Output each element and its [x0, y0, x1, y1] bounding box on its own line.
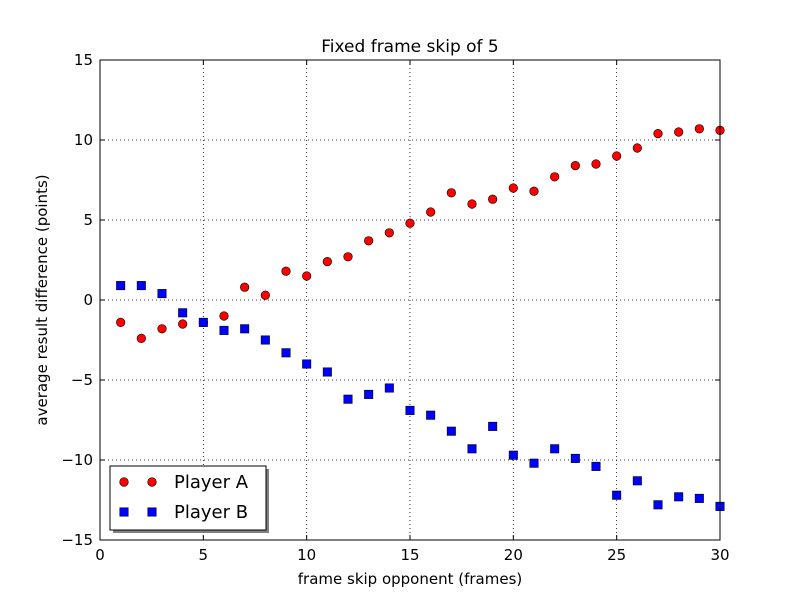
y-tick-label: −10 [61, 451, 93, 469]
player-a-point [508, 183, 518, 193]
legend-label-player-a: Player A [174, 472, 249, 493]
player-a-point [488, 194, 498, 204]
player-a-point [240, 282, 250, 292]
player-a-point [136, 333, 146, 344]
player-b-point [178, 308, 188, 318]
player-b-point [550, 444, 560, 454]
player-b-point [467, 444, 477, 454]
y-tick-label: 0 [83, 291, 93, 309]
player-a-point [591, 159, 601, 169]
player-b-point [281, 348, 291, 358]
player-a-point [116, 317, 126, 328]
player-b-point [674, 492, 684, 502]
y-tick-label: 10 [74, 131, 93, 149]
player-b-point [260, 335, 270, 345]
legend-marker-player-b [119, 507, 129, 517]
player-a-point [322, 257, 332, 267]
player-b-point [343, 394, 353, 404]
player-a-point [384, 228, 394, 238]
player-b-point [198, 317, 208, 327]
x-tick-label: 5 [199, 546, 209, 564]
player-b-point [694, 493, 704, 503]
tick-layer: 0 5 10 15 20 25 30 15 10 5 0 −5 −10 −15 [61, 51, 729, 564]
player-a-point [467, 199, 477, 209]
player-b-point [508, 450, 518, 460]
y-axis-label: average result difference (points) [33, 174, 51, 425]
player-b-point [322, 367, 332, 377]
player-a-point [157, 324, 167, 334]
player-a-point [446, 188, 456, 198]
player-a-point [364, 236, 374, 246]
legend-box [109, 465, 267, 531]
player-a-point [302, 271, 312, 281]
player-a-point [632, 143, 642, 153]
player-b-point [529, 458, 539, 468]
player-a-point [260, 290, 270, 300]
player-b-point [157, 289, 167, 299]
y-tick-label: 15 [74, 51, 93, 69]
player-b-point [653, 500, 663, 510]
y-tick-label: 5 [83, 211, 93, 229]
player-b-point [570, 453, 580, 463]
player-a-point [694, 124, 704, 134]
x-tick-label: 20 [504, 546, 523, 564]
legend-marker-player-a [147, 477, 157, 487]
data-layer [116, 124, 725, 511]
legend-marker-player-b [147, 507, 157, 517]
y-tick-label: −15 [61, 531, 93, 549]
player-b-point [612, 490, 622, 500]
player-a-point [426, 207, 436, 217]
player-b-point [591, 461, 601, 471]
player-b-point [302, 359, 312, 369]
legend: Player A Player B [109, 465, 269, 533]
y-tick-label: −5 [71, 371, 93, 389]
player-a-point [178, 319, 188, 329]
player-b-point [364, 389, 374, 399]
legend-marker-player-a [119, 477, 129, 487]
player-a-point [550, 172, 560, 182]
player-b-point [116, 281, 126, 291]
x-tick-label: 0 [95, 546, 105, 564]
player-a-point [570, 161, 580, 171]
player-a-point [405, 218, 415, 228]
x-tick-label: 30 [710, 546, 729, 564]
player-b-point [219, 325, 229, 335]
player-a-point [653, 129, 663, 139]
player-b-point [384, 383, 394, 393]
player-b-point [405, 405, 415, 415]
x-tick-label: 10 [297, 546, 316, 564]
player-a-point [219, 311, 229, 321]
player-b-point [488, 421, 498, 431]
player-b-point [136, 281, 146, 291]
x-axis-label: frame skip opponent (frames) [298, 570, 523, 588]
player-a-point [674, 127, 684, 137]
player-b-point [446, 426, 456, 436]
player-a-point [281, 266, 291, 276]
player-b-point [240, 324, 250, 334]
chart-title: Fixed frame skip of 5 [321, 37, 499, 57]
player-a-point [529, 186, 539, 196]
player-a-point [612, 151, 622, 161]
x-tick-label: 25 [607, 546, 626, 564]
player-b-point [426, 410, 436, 420]
grid-layer [100, 60, 720, 540]
x-tick-label: 15 [400, 546, 419, 564]
legend-label-player-b: Player B [174, 502, 248, 523]
player-a-point [343, 252, 353, 262]
player-b-point [632, 476, 642, 486]
